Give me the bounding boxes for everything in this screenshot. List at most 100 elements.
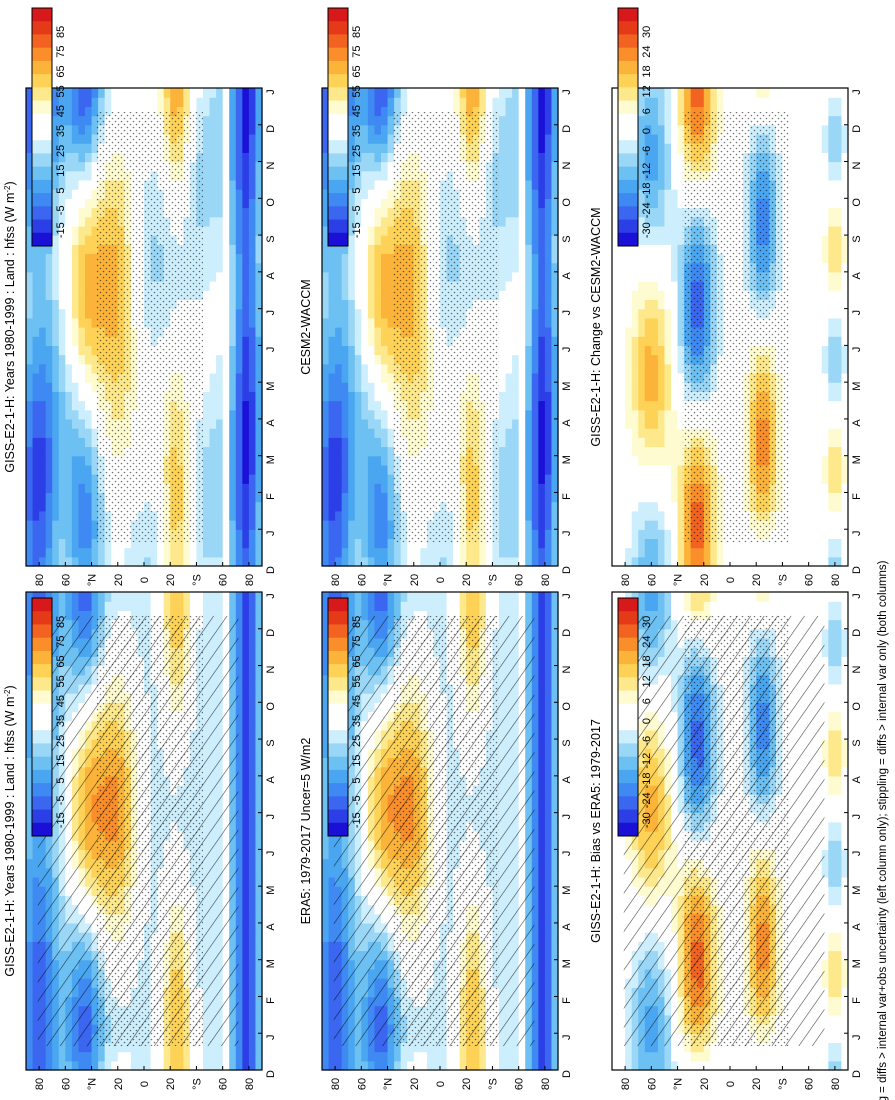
heatmap-cell: [242, 510, 250, 521]
heatmap-cell: [222, 216, 230, 227]
heatmap-cell: [58, 345, 66, 356]
y-tick-label: °S: [191, 1078, 203, 1090]
heatmap-cell: [52, 216, 60, 227]
heatmap-cell: [216, 327, 224, 337]
heatmap-cell: [183, 1042, 191, 1053]
heatmap-cell: [71, 161, 80, 172]
heatmap-cell: [91, 336, 99, 346]
heatmap-cell: [65, 428, 73, 438]
heatmap-cell: [235, 547, 243, 558]
heatmap-cell: [551, 1024, 559, 1034]
heatmap-cell: [242, 840, 250, 850]
heatmap-cell: [203, 308, 211, 319]
heatmap-cell: [26, 547, 34, 558]
heatmap-cell: [222, 400, 230, 411]
heatmap-cell: [45, 455, 53, 466]
heatmap-cell: [78, 409, 86, 420]
heatmap-cell: [176, 1051, 184, 1062]
heatmap-cell: [26, 382, 34, 392]
heatmap-cell: [242, 88, 250, 98]
heatmap-cell: [130, 610, 139, 621]
heatmap-cell: [203, 161, 211, 172]
heatmap-cell: [183, 547, 191, 558]
heatmap-cell: [242, 161, 250, 172]
heatmap-cell: [111, 592, 119, 602]
heatmap-cell: [85, 262, 93, 273]
heatmap-cell: [170, 1051, 178, 1062]
heatmap-cell: [248, 189, 257, 199]
heatmap-cell: [78, 592, 86, 602]
heatmap-cell: [78, 115, 86, 126]
colorbar-label: -5: [55, 205, 67, 215]
heatmap-cell: [78, 464, 86, 475]
heatmap-cell: [518, 1060, 526, 1071]
heatmap-cell: [322, 876, 330, 887]
heatmap-cell: [413, 1042, 421, 1053]
heatmap-cell: [322, 1014, 330, 1025]
heatmap-cell: [216, 483, 224, 494]
heatmap-cell: [242, 665, 250, 676]
heatmap-cell: [39, 483, 47, 494]
heatmap-cell: [255, 996, 263, 1007]
heatmap-cell: [328, 1024, 336, 1034]
heatmap-cell: [52, 179, 60, 190]
heatmap-cell: [216, 161, 224, 172]
heatmap-cell: [551, 876, 559, 887]
heatmap-cell: [26, 968, 34, 979]
heatmap-cell: [189, 88, 198, 98]
heatmap-cell: [117, 556, 125, 567]
heatmap-cell: [242, 720, 250, 731]
heatmap-cell: [229, 455, 237, 466]
heatmap-cell: [52, 290, 60, 301]
heatmap-cell: [216, 299, 224, 310]
heatmap-cell: [71, 97, 80, 107]
heatmap-cell: [242, 179, 250, 190]
heatmap-cell: [222, 391, 230, 402]
heatmap-cell: [32, 418, 40, 429]
heatmap-cell: [248, 133, 257, 144]
heatmap-cell: [203, 179, 211, 190]
heatmap-cell: [91, 161, 99, 172]
heatmap-cell: [248, 281, 257, 291]
heatmap-cell: [26, 711, 34, 722]
heatmap-cell: [78, 152, 86, 163]
heatmap-cell: [222, 610, 230, 621]
heatmap-cell: [242, 932, 250, 942]
heatmap-cell: [26, 235, 34, 245]
heatmap-cell: [52, 474, 60, 484]
heatmap-cell: [111, 601, 119, 611]
heatmap-cell: [235, 363, 243, 374]
heatmap-cell: [255, 610, 263, 621]
heatmap-cell: [209, 592, 217, 602]
heatmap-cell: [361, 1042, 369, 1053]
heatmap-cell: [58, 547, 66, 558]
heatmap-cell: [248, 812, 257, 823]
heatmap-cell: [58, 244, 66, 255]
heatmap-cell: [85, 281, 93, 291]
heatmap-cell: [85, 179, 93, 190]
heatmap-cell: [255, 987, 263, 998]
heatmap-cell: [52, 225, 60, 236]
heatmap-cell: [58, 97, 66, 107]
heatmap-cell: [222, 152, 230, 163]
colorbar-label: 35: [55, 715, 67, 727]
heatmap-cell: [235, 400, 243, 411]
heatmap-cell: [203, 207, 211, 218]
heatmap-cell: [52, 299, 60, 310]
heatmap-cell: [531, 895, 539, 906]
heatmap-cell: [45, 382, 53, 392]
heatmap-cell: [111, 610, 119, 621]
colorbar-swatch: [32, 127, 52, 141]
heatmap-cell: [203, 556, 211, 567]
heatmap-cell: [255, 492, 263, 503]
heatmap-cell: [203, 106, 211, 117]
heatmap-cell: [39, 547, 47, 558]
heatmap-cell: [248, 271, 257, 282]
heatmap-cell: [531, 1060, 539, 1071]
heatmap-cell: [65, 610, 73, 621]
heatmap-cell: [242, 766, 250, 777]
heatmap-cell: [255, 941, 263, 952]
heatmap-cell: [229, 262, 237, 273]
heatmap-cell: [209, 262, 217, 273]
heatmap-cell: [32, 922, 40, 933]
